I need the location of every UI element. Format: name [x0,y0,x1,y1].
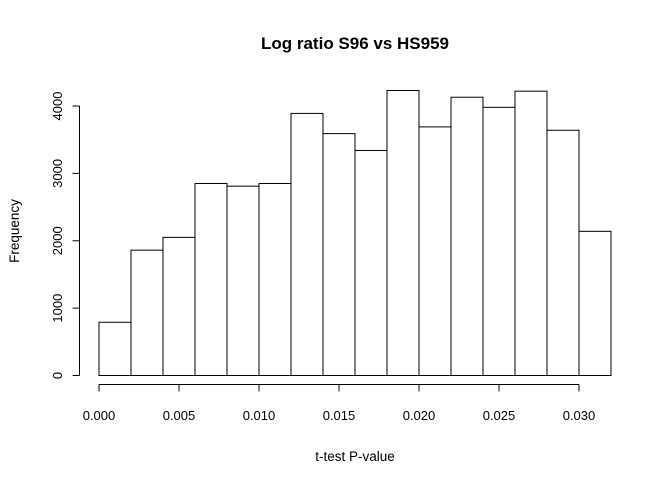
histogram-bar [354,149,388,376]
x-tick-label: 0.015 [323,408,356,423]
y-tick-label: 1000 [50,294,65,323]
histogram-bar [130,249,164,376]
histogram-bar [482,106,516,376]
histogram-bar [546,129,580,376]
x-axis: 0.000 0.005 0.010 0.015 0.020 0.025 0.030 [83,384,596,423]
x-tick-label: 0.020 [403,408,436,423]
histogram-bar [514,90,548,377]
x-tick-label: 0.030 [563,408,596,423]
x-tick-label: 0.005 [163,408,196,423]
y-tick-label: 3000 [50,159,65,188]
histogram-bar [450,96,484,377]
histogram-bar [226,185,260,376]
bars-group [98,90,612,377]
y-axis: 0 1000 2000 3000 4000 [50,92,80,379]
y-axis-label: Frequency [7,199,22,263]
x-axis-label: t-test P-value [315,449,395,464]
chart-title: Log ratio S96 vs HS959 [261,34,449,53]
x-tick-label: 0.025 [483,408,516,423]
histogram-bar [258,182,292,376]
x-tick-label: 0.010 [243,408,276,423]
histogram-bar [98,321,132,376]
histogram-bar [386,90,420,376]
histogram-bar [418,126,452,376]
x-tick-label: 0.000 [83,408,116,423]
histogram-bar [290,112,324,376]
y-tick-label: 2000 [50,226,65,255]
histogram-bar [322,133,356,376]
y-tick-label: 0 [50,372,65,379]
y-tick-label: 4000 [50,92,65,121]
histogram-bar [578,230,612,376]
histogram-bar [162,236,196,376]
histogram-bar [194,182,228,376]
